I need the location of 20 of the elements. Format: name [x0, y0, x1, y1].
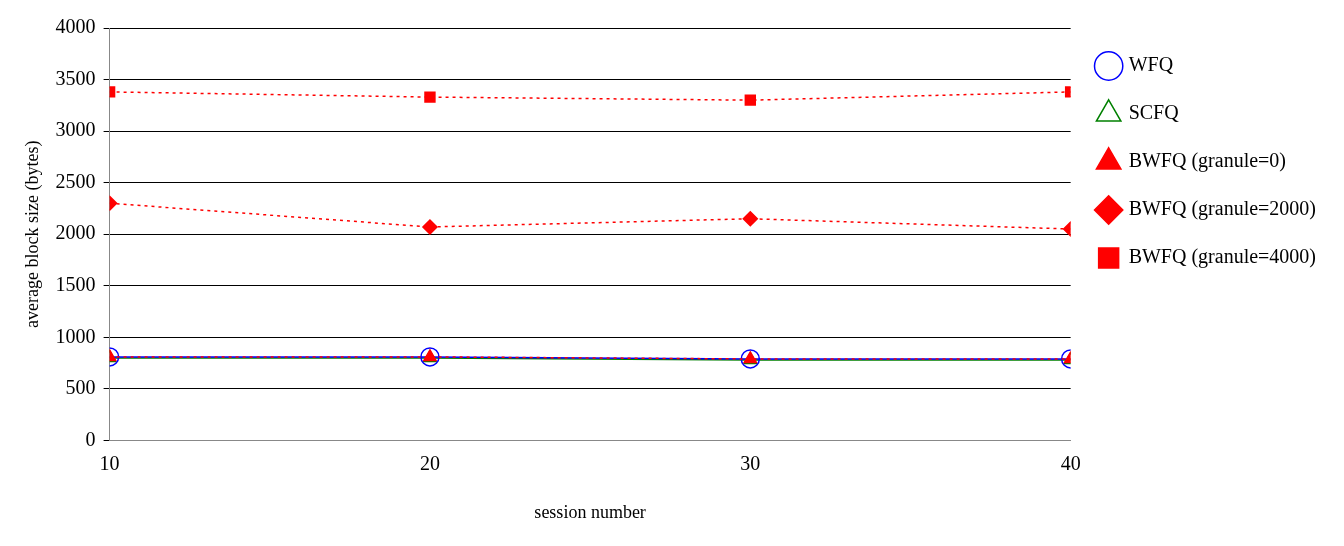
y-tick-label: 4000	[55, 15, 96, 38]
legend-label: BWFQ (granule=0)	[1128, 149, 1287, 173]
y-tick-label: 1000	[55, 324, 96, 347]
x-tick-label: 40	[1060, 451, 1081, 474]
y-tick-label: 2500	[55, 169, 96, 192]
legend-label: BWFQ (granule=2000)	[1128, 197, 1317, 221]
y-tick-label: 3500	[55, 66, 96, 89]
y-tick-label: 3000	[55, 118, 96, 141]
x-tick-label: 10	[99, 451, 120, 474]
legend-label: BWFQ (granule=4000)	[1128, 245, 1317, 269]
x-tick-label: 20	[419, 451, 440, 474]
legend-label: SCFQ	[1128, 101, 1180, 124]
y-tick-label: 0	[85, 427, 96, 450]
legend-label: WFQ	[1128, 53, 1174, 76]
y-axis-title: average block size (bytes)	[21, 140, 43, 328]
y-tick-label: 500	[65, 376, 96, 399]
y-tick-label: 1500	[55, 273, 96, 295]
y-tick-label: 2000	[55, 221, 96, 244]
x-tick-label: 30	[740, 451, 761, 474]
x-axis-title: session number	[534, 501, 646, 522]
